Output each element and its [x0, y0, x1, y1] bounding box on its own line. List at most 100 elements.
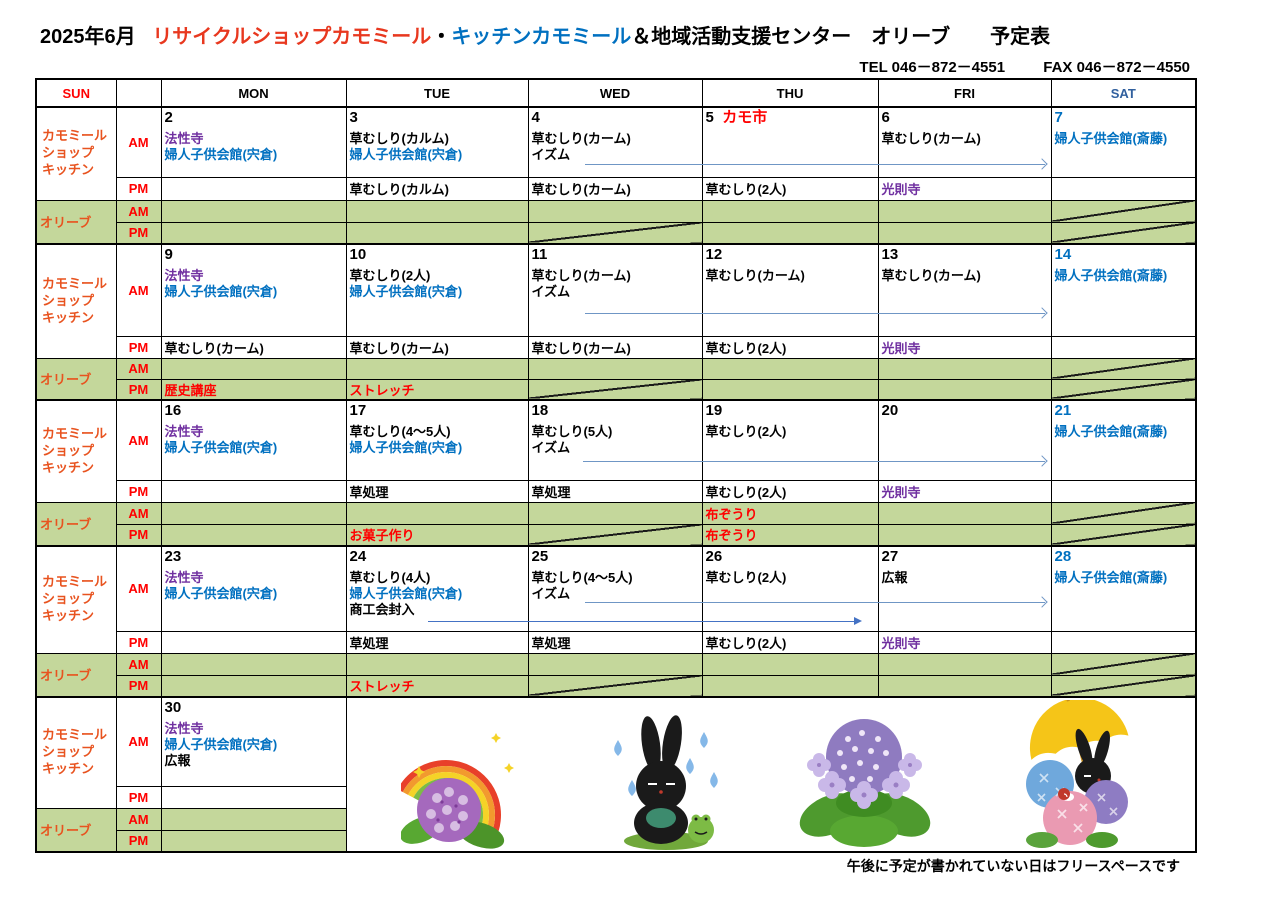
- schedule-continuation-arrow: [585, 313, 1045, 314]
- day-cell-pm: [1050, 479, 1197, 503]
- olive-cell: [160, 221, 347, 245]
- day-cell-pm: 草処理: [527, 630, 703, 654]
- row-label-olive: オリーブ: [35, 357, 117, 401]
- olive-cell: [877, 221, 1052, 245]
- contact-info: TEL 046－872－4551 FAX 046－872－4550: [859, 56, 1190, 77]
- row-label-olive: オリーブ: [35, 807, 117, 853]
- am-label: AM: [115, 545, 162, 632]
- day-cell-pm: 草処理: [345, 479, 529, 503]
- olive-cell: [160, 199, 347, 223]
- olive-cell: [527, 501, 703, 525]
- am-label: AM: [115, 696, 162, 787]
- row-label-chamomile: カモミール ショップ キッチン: [35, 545, 117, 654]
- am-label: AM: [115, 399, 162, 481]
- am-label: AM: [115, 357, 162, 380]
- day-cell-pm: 光則寺: [877, 479, 1052, 503]
- olive-cell: [160, 674, 347, 698]
- illustration-rainbow-hydrangea: [400, 732, 514, 849]
- olive-cell: 布ぞうり: [701, 523, 879, 547]
- day-cell-am: 20: [877, 399, 1052, 481]
- header-mon: MON: [160, 78, 347, 108]
- olive-cell: [160, 357, 347, 380]
- olive-cell-closed: [527, 378, 703, 401]
- title-kitchen: キッチンカモミール: [451, 26, 632, 48]
- day-cell-am: 26 草むしり(2人): [701, 545, 879, 632]
- page-title: 2025年6月 リサイクルショップカモミール・キッチンカモミール＆地域活動支援セ…: [40, 26, 1051, 48]
- row-label-chamomile: カモミール ショップ キッチン: [35, 106, 117, 201]
- olive-cell: [345, 199, 529, 223]
- olive-cell: 歴史講座: [160, 378, 347, 401]
- olive-cell-closed: [1050, 523, 1197, 547]
- day-cell-am: 16 法性寺 婦人子供会館(宍倉): [160, 399, 347, 481]
- olive-cell: [160, 652, 347, 676]
- day-cell-pm: [160, 479, 347, 503]
- pm-label: PM: [115, 176, 162, 201]
- pm-label: PM: [115, 785, 162, 809]
- olive-cell-closed: [1050, 357, 1197, 380]
- am-label: AM: [115, 501, 162, 525]
- olive-cell: お菓子作り: [345, 523, 529, 547]
- day-cell-am: 13 草むしり(カーム): [877, 243, 1052, 337]
- day-cell-pm: [1050, 176, 1197, 201]
- day-cell-am: 2 法性寺 婦人子供会館(宍倉): [160, 106, 347, 178]
- day-cell-pm: 草むしり(2人): [701, 479, 879, 503]
- day-cell-pm: 草むしり(カーム): [160, 335, 347, 359]
- olive-cell: [160, 807, 347, 831]
- olive-cell: [701, 674, 879, 698]
- schedule-continuation-arrow: [583, 461, 1045, 462]
- row-label-chamomile: カモミール ショップ キッチン: [35, 696, 117, 809]
- olive-cell: [877, 523, 1052, 547]
- kamo-ichi-badge: カモ市: [722, 109, 768, 126]
- olive-cell-closed: [1050, 501, 1197, 525]
- olive-cell: [701, 199, 879, 223]
- olive-cell: [877, 652, 1052, 676]
- header-spacer: [115, 78, 162, 108]
- olive-cell: [345, 221, 529, 245]
- olive-cell: [345, 357, 529, 380]
- olive-cell-closed: [527, 221, 703, 245]
- day-cell-pm: 草むしり(2人): [701, 335, 879, 359]
- title-rest: ＆地域活動支援センター オリーブ 予定表: [631, 26, 1051, 48]
- olive-cell-closed: [1050, 378, 1197, 401]
- header-fri: FRI: [877, 78, 1052, 108]
- pm-label: PM: [115, 378, 162, 401]
- olive-cell-closed: [1050, 199, 1197, 223]
- day-cell-pm: 草むしり(カーム): [345, 335, 529, 359]
- day-cell-am: 7 婦人子供会館(斎藤): [1050, 106, 1197, 178]
- fax-number: FAX 046－872－4550: [1043, 59, 1190, 76]
- olive-cell: [877, 378, 1052, 401]
- weekday-header-row: SUN MON TUE WED THU FRI SAT: [35, 78, 1197, 108]
- olive-cell: [877, 674, 1052, 698]
- day-cell-am: 28 婦人子供会館(斎藤): [1050, 545, 1197, 632]
- pm-label: PM: [115, 479, 162, 503]
- header-tue: TUE: [345, 78, 529, 108]
- june-illustrations-cell: [345, 696, 1197, 853]
- olive-cell-closed: [1050, 221, 1197, 245]
- illustration-rabbit-with-umbrella-and-snail: [1025, 699, 1129, 848]
- am-label: AM: [115, 199, 162, 223]
- schedule-continuation-arrow: [585, 164, 1045, 165]
- olive-cell: [527, 199, 703, 223]
- schedule-table: SUN MON TUE WED THU FRI SAT カモミール ショップ キッチ…: [35, 78, 1197, 853]
- illustration-hydrangea-bouquet: [800, 718, 931, 847]
- day-cell-am: 14 婦人子供会館(斎藤): [1050, 243, 1197, 337]
- day-cell-am: 19 草むしり(2人): [701, 399, 879, 481]
- day-cell-am: 24 草むしり(4人) 婦人子供会館(宍倉) 商工会封入: [345, 545, 529, 632]
- day-cell-pm: [160, 785, 347, 809]
- header-sat: SAT: [1050, 78, 1197, 108]
- day-cell-am: 18 草むしり(5人) イズム: [527, 399, 703, 481]
- day-cell-am: 12 草むしり(カーム): [701, 243, 879, 337]
- olive-cell-closed: [1050, 674, 1197, 698]
- olive-cell: [701, 652, 879, 676]
- day-cell-pm: [160, 176, 347, 201]
- olive-cell: [701, 357, 879, 380]
- am-label: AM: [115, 243, 162, 337]
- olive-cell: ストレッチ: [345, 674, 529, 698]
- day-cell-am: 10 草むしり(2人) 婦人子供会館(宍倉): [345, 243, 529, 337]
- row-label-chamomile: カモミール ショップ キッチン: [35, 399, 117, 503]
- pm-label: PM: [115, 221, 162, 245]
- day-cell-am: 23 法性寺 婦人子供会館(宍倉): [160, 545, 347, 632]
- pm-label: PM: [115, 674, 162, 698]
- day-cell-pm: 草むしり(カーム): [527, 176, 703, 201]
